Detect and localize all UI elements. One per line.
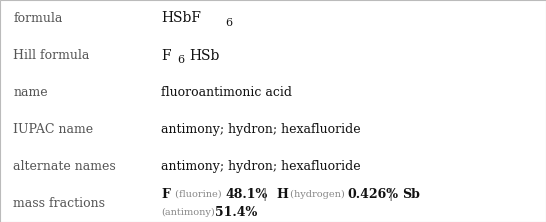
- Text: Sb: Sb: [402, 188, 420, 201]
- Text: Hill formula: Hill formula: [13, 49, 90, 62]
- Text: |: |: [263, 188, 267, 201]
- Text: H: H: [276, 188, 288, 201]
- Text: 48.1%: 48.1%: [225, 188, 268, 201]
- Text: F: F: [161, 188, 170, 201]
- Text: (hydrogen): (hydrogen): [287, 190, 345, 199]
- Text: |: |: [388, 188, 393, 201]
- Text: alternate names: alternate names: [13, 160, 116, 173]
- Text: F: F: [161, 48, 171, 63]
- Text: antimony; hydron; hexafluoride: antimony; hydron; hexafluoride: [161, 123, 361, 136]
- Text: IUPAC name: IUPAC name: [13, 123, 93, 136]
- Text: (fluorine): (fluorine): [172, 190, 222, 199]
- Text: mass fractions: mass fractions: [13, 197, 105, 210]
- Text: HSb: HSb: [189, 48, 220, 63]
- Text: formula: formula: [13, 12, 63, 25]
- Text: 0.426%: 0.426%: [347, 188, 398, 201]
- Text: antimony; hydron; hexafluoride: antimony; hydron; hexafluoride: [161, 160, 361, 173]
- Text: 51.4%: 51.4%: [215, 206, 257, 219]
- Text: name: name: [13, 86, 48, 99]
- Text: 6: 6: [225, 18, 233, 28]
- Text: 6: 6: [177, 55, 185, 65]
- Text: fluoroantimonic acid: fluoroantimonic acid: [161, 86, 292, 99]
- Text: HSbF: HSbF: [161, 12, 201, 26]
- Text: (antimony): (antimony): [161, 208, 215, 217]
